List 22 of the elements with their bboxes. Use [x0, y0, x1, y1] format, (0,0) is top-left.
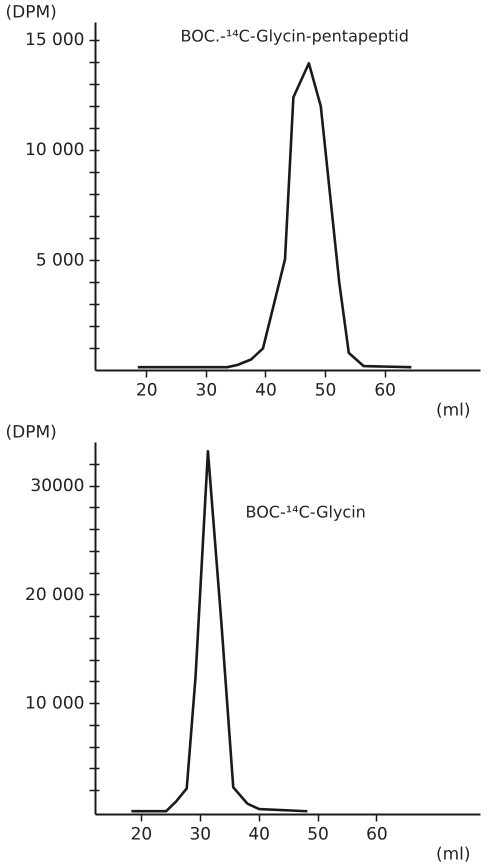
y-axis-title: (DPM) [6, 2, 57, 22]
y-tick-label: 5 000 [36, 250, 85, 270]
annotation: BOC-¹⁴C-Glycin [246, 502, 366, 522]
annotation: BOC.-¹⁴C-Glycin-pentapeptid [180, 26, 409, 46]
x-axis-title: (ml) [436, 844, 471, 864]
y-tick-label: 10 000 [25, 140, 84, 160]
x-tick-label: 50 [307, 824, 329, 844]
x-tick-label: 30 [189, 824, 212, 844]
y-tick-label: 30000 [30, 476, 85, 496]
x-axis-title: (ml) [436, 400, 471, 420]
x-tick-label: 40 [255, 380, 277, 400]
y-axis-title: (DPM) [6, 422, 57, 442]
x-tick-label: 20 [130, 824, 152, 844]
x-tick-label: 40 [248, 824, 270, 844]
x-tick-label: 50 [314, 380, 336, 400]
x-tick-label: 20 [136, 380, 158, 400]
y-tick-label: 10 000 [25, 694, 84, 714]
x-tick-label: 60 [374, 380, 396, 400]
x-tick-label: 30 [196, 380, 218, 400]
y-tick-label: 15 000 [25, 30, 84, 50]
x-tick-label: 60 [366, 824, 388, 844]
y-tick-label: 20 000 [25, 584, 84, 605]
